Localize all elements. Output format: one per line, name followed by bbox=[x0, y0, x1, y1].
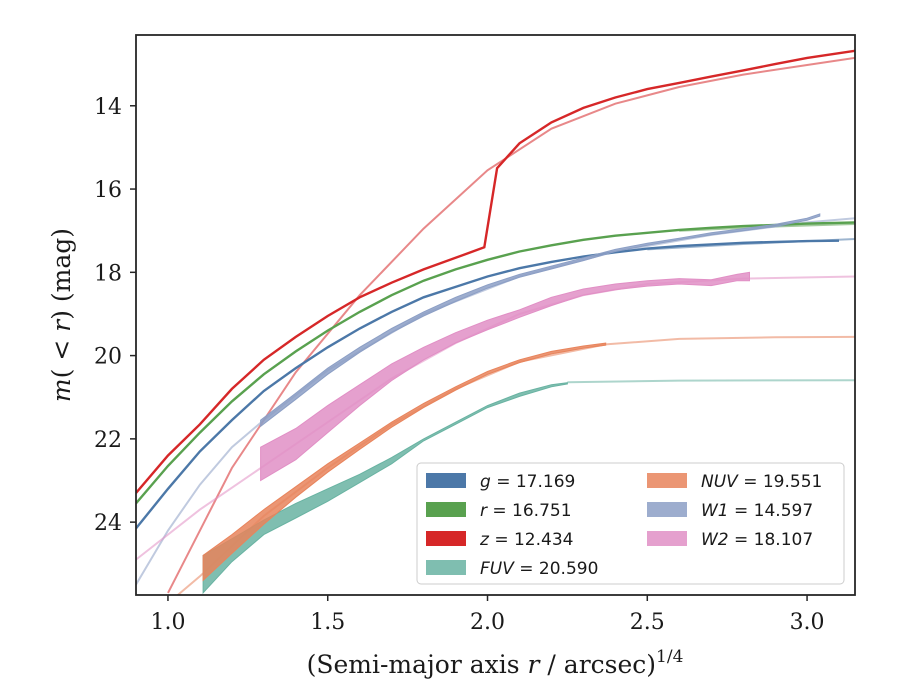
legend-item-fuv: FUV = 20.590 bbox=[426, 559, 598, 579]
series-line-g bbox=[136, 239, 840, 530]
x-axis-ticks: 1.0 1.5 2.0 2.5 3.0 bbox=[150, 595, 825, 635]
data-curves bbox=[136, 49, 855, 595]
y-axis-label: m( < r) (mag) bbox=[47, 228, 76, 402]
legend-label-g: g = 17.169 bbox=[480, 472, 575, 492]
legend-item-w2: W2 = 18.107 bbox=[647, 530, 813, 550]
legend-label-r: r = 16.751 bbox=[480, 501, 572, 521]
x-tick-label: 1.0 bbox=[150, 610, 185, 635]
legend-item-z: z = 12.434 bbox=[426, 530, 573, 550]
y-axis-ticks: 14 16 18 20 22 24 bbox=[94, 95, 136, 536]
y-tick-label: 24 bbox=[94, 511, 122, 536]
series-line-z bbox=[136, 49, 855, 494]
legend-swatch-w1 bbox=[647, 502, 687, 517]
model-curve-fuv bbox=[567, 379, 855, 384]
x-axis-label: (Semi-major axis r / arcsec)1/4 bbox=[307, 647, 684, 679]
legend-swatch-w2 bbox=[647, 531, 687, 546]
legend-label-nuv: NUV = 19.551 bbox=[701, 472, 822, 492]
legend-swatch-r bbox=[426, 502, 466, 517]
y-tick-label: 18 bbox=[94, 261, 122, 286]
legend-item-w1: W1 = 14.597 bbox=[647, 501, 813, 521]
y-tick-label: 14 bbox=[94, 95, 122, 120]
legend-item-r: r = 16.751 bbox=[426, 501, 572, 521]
legend-label-fuv: FUV = 20.590 bbox=[480, 559, 598, 579]
legend-swatch-g bbox=[426, 473, 466, 488]
band-nuv bbox=[202, 342, 607, 582]
band-fuv bbox=[202, 382, 568, 595]
legend-swatch-z bbox=[426, 531, 466, 546]
series-line-r bbox=[136, 221, 855, 505]
legend-label-w2: W2 = 18.107 bbox=[701, 530, 813, 550]
legend-label-w1: W1 = 14.597 bbox=[701, 501, 813, 521]
legend-item-nuv: NUV = 19.551 bbox=[647, 472, 822, 492]
x-tick-label: 3.0 bbox=[790, 610, 825, 635]
x-tick-label: 2.0 bbox=[470, 610, 505, 635]
band-w2 bbox=[260, 271, 750, 482]
legend: g = 17.169 r = 16.751 z = 12.434 FUV = 20.5… bbox=[416, 462, 845, 585]
y-tick-label: 16 bbox=[94, 178, 122, 203]
legend-swatch-nuv bbox=[647, 473, 687, 488]
y-tick-label: 20 bbox=[94, 345, 122, 370]
legend-swatch-fuv bbox=[426, 560, 466, 575]
model-curve-z bbox=[167, 56, 855, 594]
y-tick-label: 22 bbox=[94, 428, 122, 453]
band-w1 bbox=[260, 213, 821, 428]
x-tick-label: 1.5 bbox=[310, 610, 345, 635]
x-tick-label: 2.5 bbox=[630, 610, 665, 635]
legend-item-g: g = 17.169 bbox=[426, 472, 575, 492]
legend-label-z: z = 12.434 bbox=[479, 530, 573, 550]
plot-frame bbox=[135, 34, 856, 596]
